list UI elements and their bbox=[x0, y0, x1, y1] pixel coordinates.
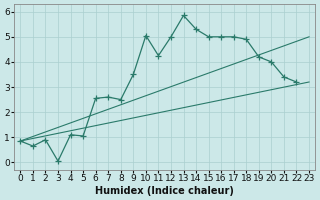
X-axis label: Humidex (Indice chaleur): Humidex (Indice chaleur) bbox=[95, 186, 234, 196]
